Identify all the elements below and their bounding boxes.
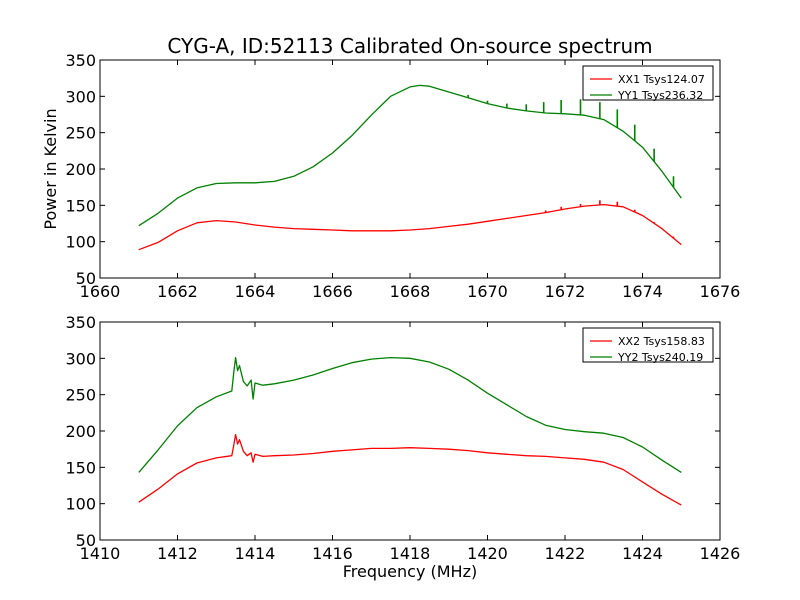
bottom-xtick-label: 1412 xyxy=(157,544,198,563)
top-plot-ticks: 1660 1662 1664 1666 1668 1670 1672 1674 1676 50 10… xyxy=(65,51,740,301)
top-xtick-label: 1666 xyxy=(312,282,353,301)
top-plot-legend: XX1 Tsys124.07 YY1 Tsys236.32 xyxy=(582,65,714,102)
top-legend-label: XX1 Tsys124.07 xyxy=(618,73,705,86)
bottom-ytick-label: 200 xyxy=(65,422,96,441)
bottom-plot: 1410 1412 1414 1416 1418 1420 1422 1424 1426 50 10… xyxy=(65,313,740,581)
top-ytick-label: 50 xyxy=(76,269,96,288)
bottom-series-line-0 xyxy=(138,433,682,506)
top-xtick-label: 1674 xyxy=(622,282,663,301)
figure-title: CYG-A, ID:52113 Calibrated On-source spe… xyxy=(167,34,652,58)
top-series-line-1 xyxy=(138,84,682,227)
top-plot: 1660 1662 1664 1666 1668 1670 1672 1674 1676 50 10… xyxy=(41,51,740,301)
bottom-ytick-label: 250 xyxy=(65,386,96,405)
top-xtick-label: 1672 xyxy=(545,282,586,301)
top-ytick-label: 350 xyxy=(65,51,96,70)
bottom-xtick-label: 1416 xyxy=(312,544,353,563)
bottom-legend-label: XX2 Tsys158.83 xyxy=(618,335,705,348)
top-plot-ylabel: Power in Kelvin xyxy=(41,108,60,229)
bottom-xtick-label: 1418 xyxy=(390,544,431,563)
bottom-ytick-label: 350 xyxy=(65,313,96,332)
top-series-line-0 xyxy=(138,203,682,251)
bottom-legend-box xyxy=(582,327,714,363)
bottom-plot-series xyxy=(138,356,682,506)
bottom-xtick-label: 1426 xyxy=(700,544,741,563)
top-plot-frame xyxy=(99,59,721,279)
top-plot-series xyxy=(138,84,682,251)
bottom-plot-frame xyxy=(99,321,721,541)
top-xtick-label: 1664 xyxy=(235,282,276,301)
bottom-ytick-label: 100 xyxy=(65,495,96,514)
top-ytick-label: 300 xyxy=(65,87,96,106)
bottom-ytick-label: 150 xyxy=(65,458,96,477)
bottom-xtick-label: 1420 xyxy=(467,544,508,563)
bottom-xtick-label: 1410 xyxy=(80,544,121,563)
top-xtick-label: 1670 xyxy=(467,282,508,301)
top-xtick-label: 1660 xyxy=(80,282,121,301)
top-legend-label: YY1 Tsys236.32 xyxy=(617,89,703,102)
top-ytick-label: 100 xyxy=(65,233,96,252)
bottom-series-line-1 xyxy=(138,356,682,473)
top-ytick-label: 250 xyxy=(65,124,96,143)
top-xtick-label: 1662 xyxy=(157,282,198,301)
top-ytick-label: 150 xyxy=(65,196,96,215)
top-xtick-label: 1676 xyxy=(700,282,741,301)
bottom-plot-legend: XX2 Tsys158.83 YY2 Tsys240.19 xyxy=(582,327,714,364)
top-legend-box xyxy=(582,65,714,101)
bottom-ytick-label: 50 xyxy=(76,531,96,550)
bottom-xtick-label: 1414 xyxy=(235,544,276,563)
bottom-xtick-label: 1422 xyxy=(545,544,586,563)
top-xtick-label: 1668 xyxy=(390,282,431,301)
bottom-xtick-label: 1424 xyxy=(622,544,663,563)
bottom-plot-xlabel: Frequency (MHz) xyxy=(343,562,477,581)
top-ytick-label: 200 xyxy=(65,160,96,179)
bottom-ytick-label: 300 xyxy=(65,349,96,368)
bottom-legend-label: YY2 Tsys240.19 xyxy=(617,351,703,364)
bottom-plot-ticks: 1410 1412 1414 1416 1418 1420 1422 1424 1426 50 10… xyxy=(65,313,740,563)
